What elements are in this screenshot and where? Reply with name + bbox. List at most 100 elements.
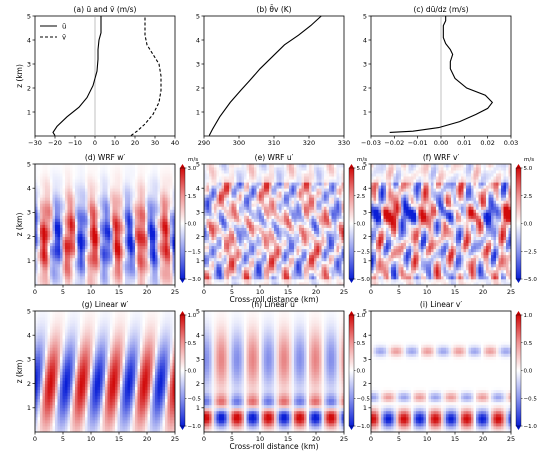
heatmap-cell — [167, 188, 171, 192]
heatmap-cell — [371, 263, 374, 268]
heatmap-cell — [294, 239, 297, 244]
heatmap-cell — [311, 254, 315, 259]
heatmap-cell — [276, 257, 280, 262]
heatmap-cell — [142, 233, 146, 237]
heatmap-cell — [309, 257, 312, 262]
heatmap-cell — [50, 170, 53, 174]
heatmap-cell — [211, 242, 215, 247]
heatmap-cell — [80, 188, 83, 192]
heatmap-cell — [40, 167, 43, 171]
heatmap-cell — [386, 215, 389, 219]
heatmap-cell — [35, 218, 38, 222]
heatmap-cell — [286, 266, 290, 271]
heatmap-cell — [341, 251, 344, 256]
heatmap-cell — [378, 191, 382, 195]
heatmap-cell — [167, 275, 171, 280]
heatmap-cell — [296, 185, 300, 189]
heatmap-cell — [167, 239, 171, 244]
heatmap-cell — [62, 209, 66, 213]
heatmap-cell — [241, 212, 245, 216]
heatmap-cell — [206, 263, 210, 268]
heatmap-cell — [314, 230, 317, 234]
heatmap-cell — [329, 215, 332, 219]
heatmap-cell — [246, 167, 250, 171]
heatmap-cell — [100, 194, 103, 198]
heatmap-cell — [87, 194, 91, 198]
heatmap-cell — [206, 269, 210, 274]
heatmap-cell — [301, 185, 305, 189]
heatmap-cell — [97, 221, 101, 225]
heatmap-cell — [80, 254, 83, 259]
heatmap-cell — [231, 248, 235, 253]
heatmap-cell — [145, 206, 148, 210]
heatmap-cell — [236, 233, 240, 237]
heatmap-cell — [373, 203, 377, 207]
heatmap-cell — [37, 236, 41, 241]
heatmap-cell — [160, 209, 163, 213]
heatmap-cell — [254, 266, 257, 271]
heatmap-cell — [172, 185, 175, 189]
heatmap-cell — [229, 260, 232, 265]
heatmap-cell — [341, 236, 344, 241]
heatmap-cell — [107, 230, 111, 234]
heatmap-cell — [97, 182, 101, 186]
heatmap-cell — [271, 215, 275, 219]
heatmap-cell — [309, 275, 312, 280]
heatmap-cell — [381, 185, 384, 189]
heatmap-cell — [122, 281, 126, 285]
heatmap-cell — [269, 191, 272, 195]
heatmap-cell — [72, 170, 76, 174]
heatmap-cell — [334, 260, 337, 265]
heatmap-cell — [329, 182, 332, 186]
heatmap-cell — [155, 176, 158, 180]
heatmap-cell — [221, 254, 225, 259]
heatmap-cell — [254, 275, 257, 280]
heatmap-cell — [221, 269, 225, 274]
heatmap-cell — [107, 233, 111, 237]
heatmap-cell — [147, 203, 151, 207]
heatmap-cell — [329, 212, 332, 216]
heatmap-cell — [329, 254, 332, 259]
heatmap-cell — [47, 206, 51, 210]
heatmap-cell — [130, 170, 133, 174]
heatmap-cell — [137, 167, 141, 171]
heatmap-cell — [140, 236, 143, 241]
heatmap-cell — [85, 209, 88, 213]
heatmap-cell — [311, 221, 315, 225]
heatmap-cell — [82, 254, 86, 259]
heatmap-cell — [162, 185, 166, 189]
heatmap-cell — [57, 221, 61, 225]
heatmap-cell — [314, 251, 317, 256]
heatmap-cell — [241, 215, 245, 219]
heatmap-cell — [244, 281, 247, 285]
heatmap-cell — [35, 227, 38, 231]
heatmap-cell — [241, 197, 245, 201]
heatmap-cell — [319, 278, 322, 283]
heatmap-cell — [75, 239, 78, 244]
heatmap-cell — [42, 263, 46, 268]
heatmap-cell — [386, 257, 389, 262]
heatmap-cell — [50, 272, 53, 277]
heatmap-cell — [256, 254, 260, 259]
heatmap-cell — [52, 227, 56, 231]
heatmap-cell — [160, 221, 163, 225]
heatmap-cell — [165, 260, 168, 265]
heatmap-cell — [304, 260, 307, 265]
heatmap-cell — [165, 245, 168, 250]
heatmap-cell — [130, 200, 133, 204]
heatmap-cell — [102, 191, 106, 195]
heatmap-cell — [234, 248, 237, 253]
heatmap-cell — [246, 197, 250, 201]
heatmap-cell — [87, 185, 91, 189]
heatmap-cell — [165, 185, 168, 189]
heatmap-cell — [155, 194, 158, 198]
heatmap-cell — [239, 245, 242, 250]
heatmap-cell — [42, 218, 46, 222]
heatmap-cell — [112, 251, 116, 256]
heatmap-cell — [47, 212, 51, 216]
heatmap-field — [204, 164, 344, 285]
heatmap-cell — [224, 263, 227, 268]
heatmap-cell — [284, 197, 287, 201]
heatmap-cell — [67, 254, 71, 259]
heatmap-cell — [226, 173, 230, 177]
